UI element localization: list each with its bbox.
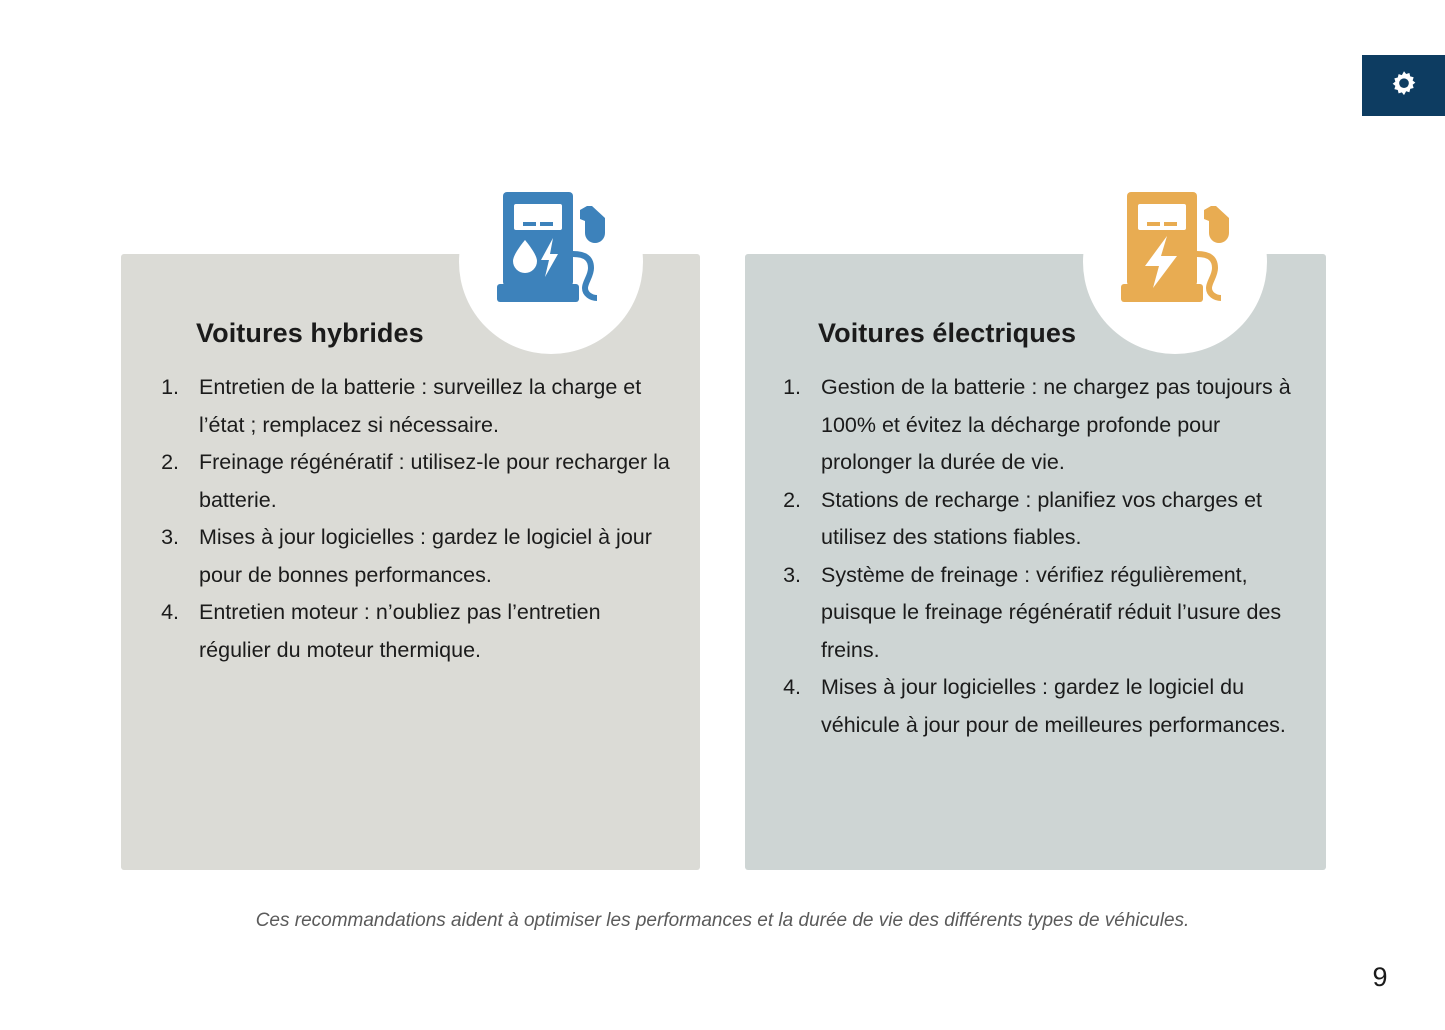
list-item: Système de freinage : vérifiez régulière… — [807, 557, 1312, 670]
tips-list-hybrides: Entretien de la batterie : surveillez la… — [143, 369, 678, 669]
page-number: 9 — [1372, 962, 1388, 992]
card-title-electriques: Voitures électriques — [818, 318, 1077, 348]
icon-disc-electriques — [1083, 170, 1267, 354]
list-item: Entretien de la batterie : surveillez la… — [185, 369, 678, 444]
list-item: Gestion de la batterie : ne chargez pas … — [807, 369, 1312, 482]
gear-icon — [1387, 69, 1421, 103]
list-item: Entretien moteur : n’oubliez pas l’entre… — [185, 594, 678, 669]
card-title-hybrides: Voitures hybrides — [196, 318, 424, 348]
gear-badge[interactable] — [1362, 55, 1445, 116]
card-voitures-electriques: Voitures électriques Gestion de la batte… — [745, 170, 1326, 870]
icon-disc-hybrides — [459, 170, 643, 354]
fuel-pump-electric-icon — [1111, 188, 1239, 310]
card-voitures-hybrides: Voitures hybrides Entretien de la batter… — [121, 170, 700, 870]
slide-caption: Ces recommandations aident à optimiser l… — [255, 910, 1190, 931]
list-item: Stations de recharge : planifiez vos cha… — [807, 482, 1312, 557]
fuel-pump-hybrid-icon — [487, 188, 615, 310]
list-item: Mises à jour logicielles : gardez le log… — [185, 519, 678, 594]
list-item: Freinage régénératif : utilisez-le pour … — [185, 444, 678, 519]
tips-list-electriques: Gestion de la batterie : ne chargez pas … — [765, 369, 1312, 744]
list-item: Mises à jour logicielles : gardez le log… — [807, 669, 1312, 744]
